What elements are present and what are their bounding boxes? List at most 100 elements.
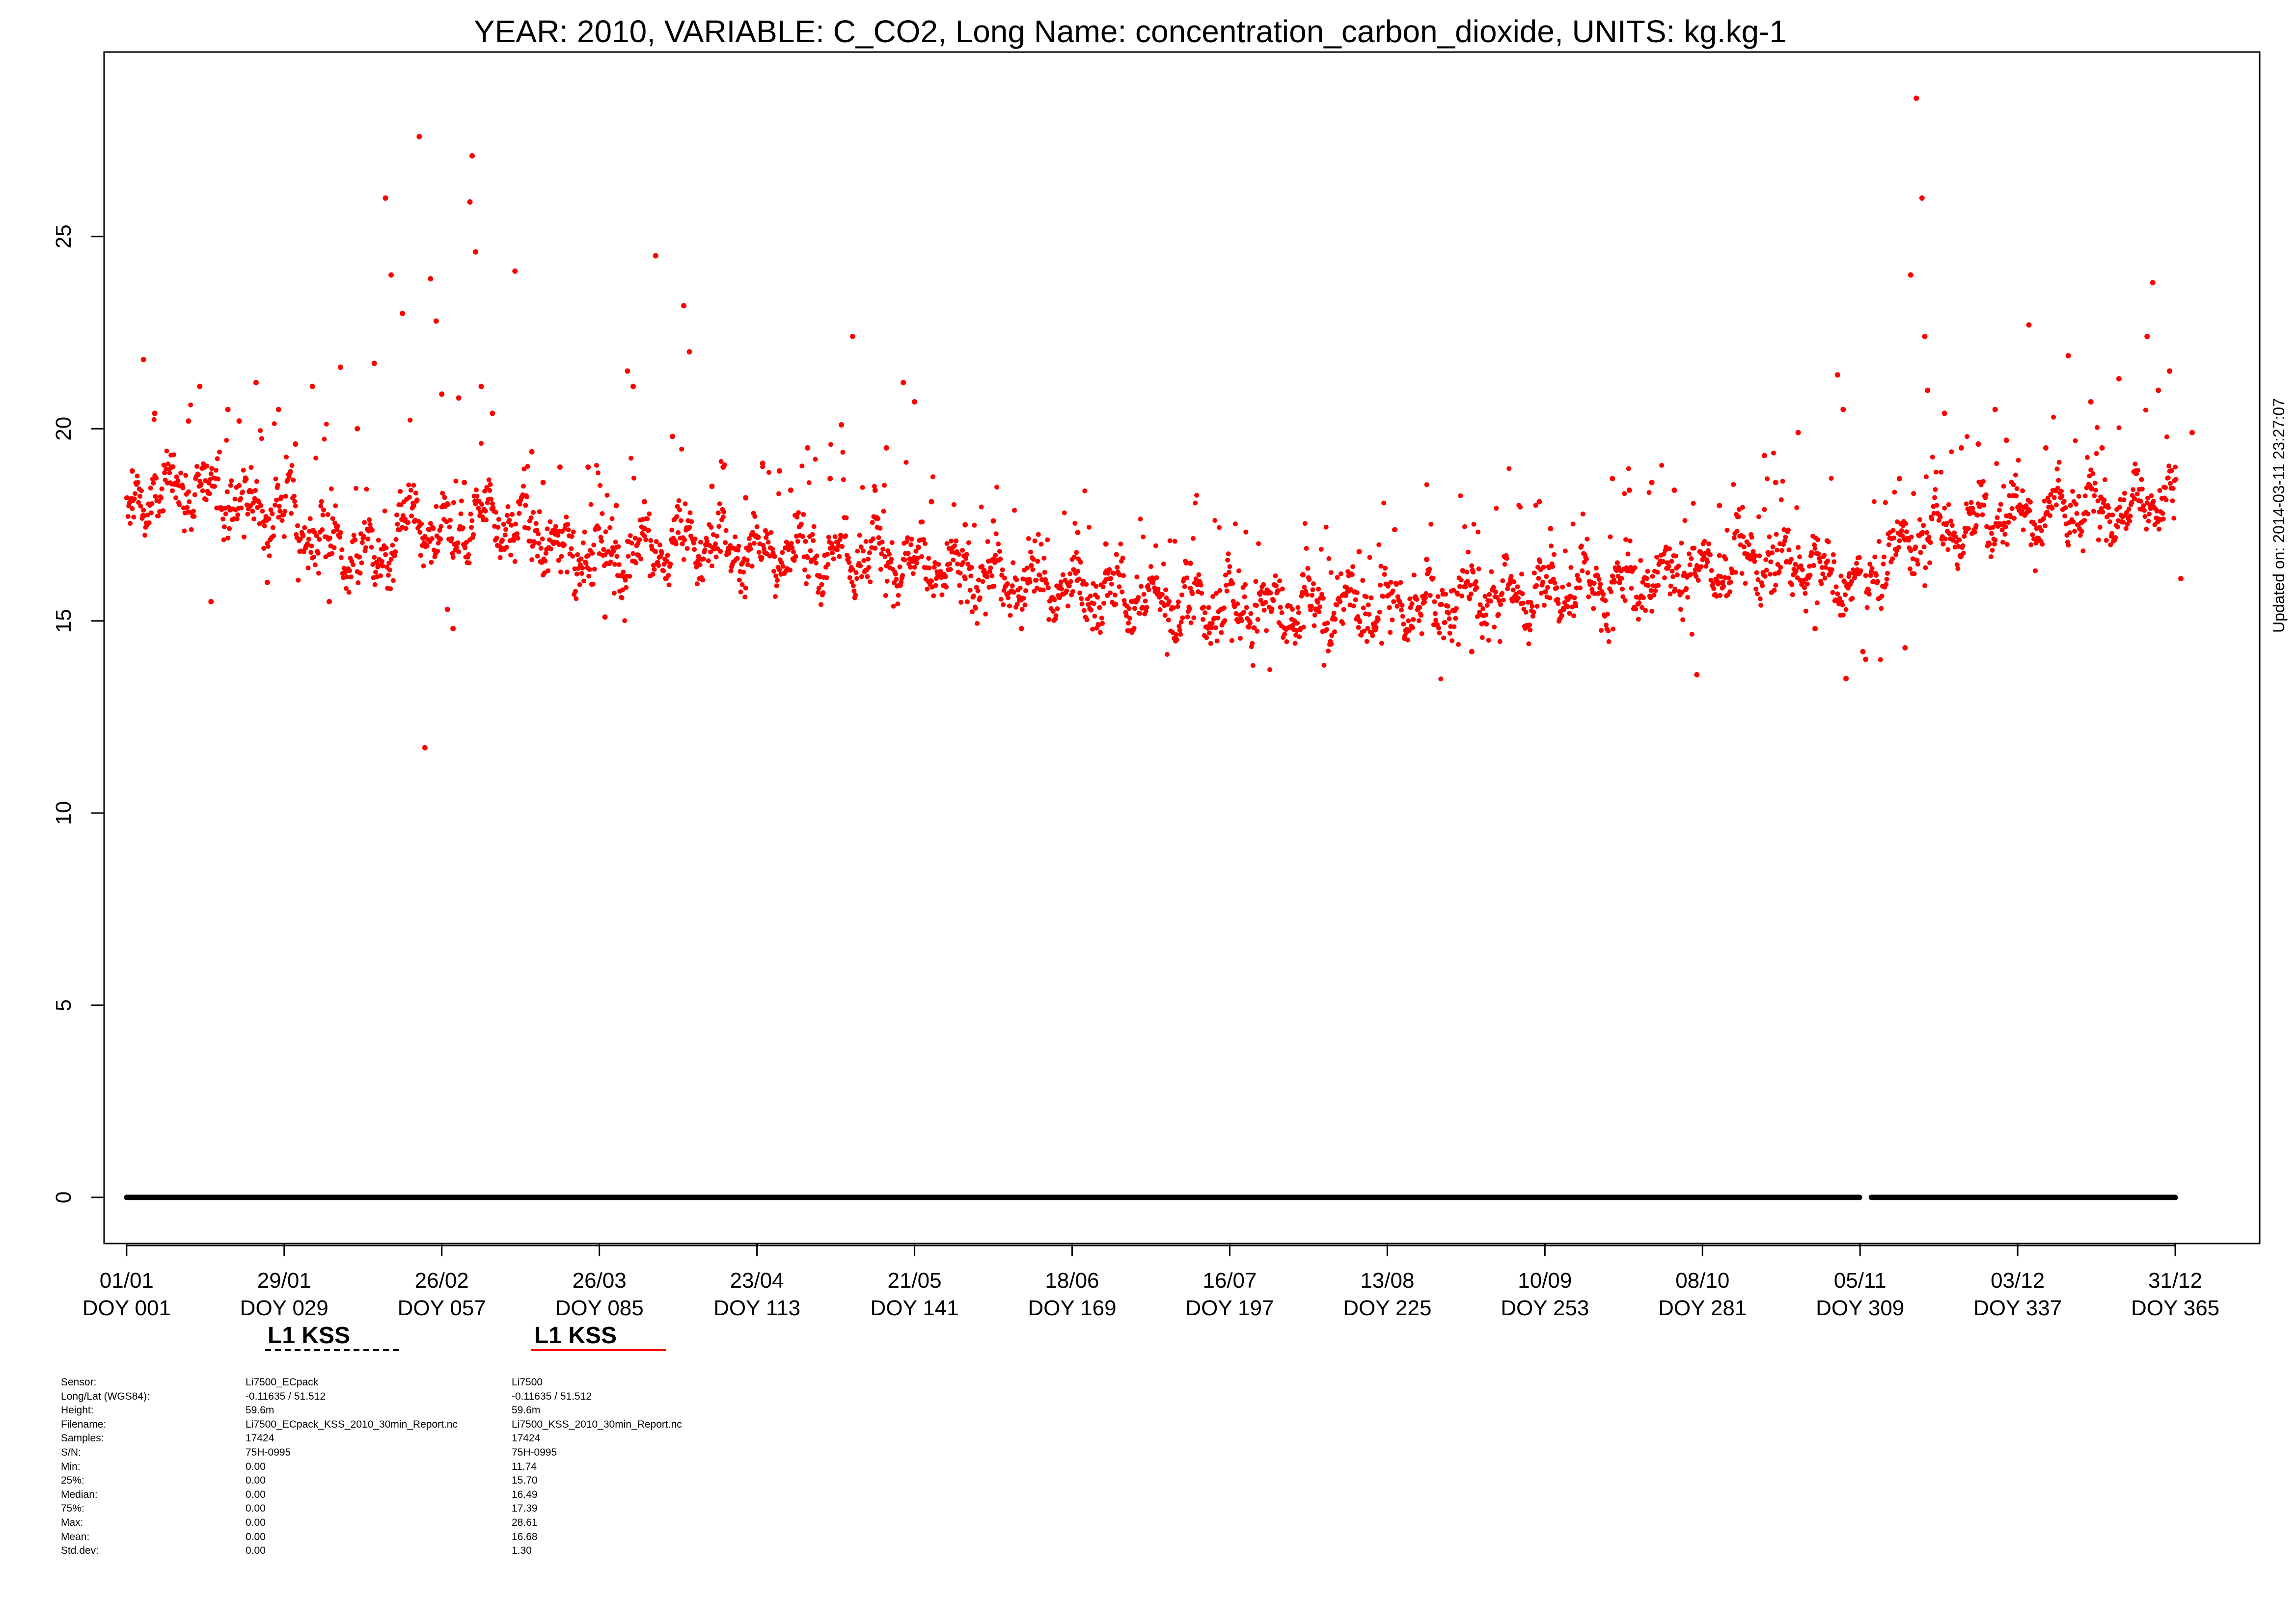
data-point-spike (962, 522, 968, 528)
data-point-spike (990, 518, 996, 524)
meta-label: Std.dev: (61, 1545, 99, 1557)
data-point-spike (399, 310, 405, 316)
data-point-spike (186, 418, 191, 424)
data-point-spike (1908, 272, 1913, 278)
data-point-spike (388, 272, 394, 278)
data-point-spike (197, 383, 203, 389)
data-point-spike (630, 383, 636, 389)
data-point-spike (337, 364, 343, 370)
meta-value: 0.00 (246, 1531, 266, 1543)
data-point-spike (641, 499, 647, 505)
data-point-spike (2099, 445, 2105, 451)
data-point-spike (1075, 530, 1081, 536)
x-tick-doy-label: DOY 253 (1501, 1296, 1589, 1320)
x-tick-date-label: 05/11 (1834, 1269, 1886, 1293)
data-point-spike (462, 480, 467, 486)
data-point-spike (849, 333, 855, 339)
meta-value: 17424 (512, 1433, 541, 1444)
meta-value: 16.68 (512, 1531, 538, 1543)
data-point-spike (439, 391, 445, 397)
data-point-spike (602, 614, 608, 620)
x-tick-doy-label: DOY 029 (240, 1296, 328, 1320)
data-point-spike (2088, 399, 2094, 405)
x-tick-date-label: 01/01 (100, 1269, 154, 1293)
x-tick-date-label: 18/06 (1045, 1269, 1099, 1293)
plot-area-frame (103, 51, 2261, 1245)
x-tick-date-label: 16/07 (1203, 1269, 1257, 1293)
meta-value: -0.11635 / 51.512 (246, 1390, 326, 1402)
data-point-spike (1356, 549, 1362, 555)
metadata-column-ecpack: Li7500_ECpack -0.11635 / 51.512 59.6m Li… (246, 1376, 458, 1558)
data-point-spike (2167, 368, 2173, 374)
x-tick-date-label: 23/04 (730, 1269, 784, 1293)
x-tick-date-label: 26/03 (573, 1269, 627, 1293)
meta-value: 59.6m (512, 1405, 541, 1416)
data-point-spike (1925, 387, 1931, 393)
x-tick-date-label: 13/08 (1360, 1269, 1414, 1293)
data-point-spike (1860, 649, 1866, 654)
x-tick-doy-label: DOY 225 (1343, 1296, 1431, 1320)
data-point-spike (1018, 625, 1024, 631)
data-point-spike (1469, 649, 1475, 654)
legend-label-ecpack: L1 KSS (268, 1323, 350, 1349)
x-tick-doy-label: DOY 197 (1185, 1296, 1274, 1320)
meta-value: 0.00 (246, 1545, 266, 1557)
data-point-spike (1812, 625, 1818, 631)
data-point-spike (1773, 480, 1778, 486)
data-point-spike (2003, 437, 2009, 443)
data-point-spike (912, 399, 918, 405)
data-point-spike (416, 134, 422, 139)
data-point-spike (1610, 476, 1615, 482)
legend-label-li7500: L1 KSS (534, 1323, 617, 1349)
data-point-spike (1919, 195, 1925, 201)
data-point-spike (776, 468, 782, 474)
chart-title: YEAR: 2010, VARIABLE: C_CO2, Long Name: … (474, 14, 1787, 49)
data-point-spike (805, 445, 811, 451)
y-axis: 0 5 10 15 20 25 (52, 224, 104, 1203)
data-point-spike (512, 268, 518, 274)
meta-value: Li7500_KSS_2010_30min_Report.nc (512, 1418, 682, 1430)
data-point-spike (2116, 376, 2122, 381)
data-point-spike (1424, 556, 1430, 562)
meta-label: Max: (61, 1516, 83, 1528)
data-point-spike (2178, 576, 2184, 582)
meta-value: 11.74 (512, 1461, 537, 1472)
data-point-spike (1328, 641, 1334, 647)
data-point-spike (585, 464, 591, 470)
y-tick-label: 25 (52, 224, 76, 248)
data-point-spike (1959, 445, 1965, 451)
meta-value: Li7500 (512, 1377, 543, 1388)
meta-label: 25%: (61, 1475, 84, 1487)
x-tick-doy-label: DOY 281 (1658, 1296, 1747, 1320)
data-point-spike (1300, 572, 1306, 578)
data-point-spike (456, 395, 462, 401)
x-tick-doy-label: DOY 309 (1816, 1296, 1904, 1320)
data-point-spike (371, 360, 377, 366)
x-tick-date-label: 29/01 (257, 1269, 311, 1293)
meta-value: 0.00 (246, 1503, 266, 1515)
x-tick-doy-label: DOY 113 (713, 1296, 800, 1320)
x-tick-doy-label: DOY 001 (82, 1296, 171, 1320)
data-point-spike (383, 195, 388, 201)
y-tick-label: 0 (52, 1191, 76, 1203)
meta-value: 59.6m (246, 1405, 274, 1416)
data-point-spike (929, 499, 934, 505)
meta-value: 17424 (246, 1433, 274, 1444)
data-point-spike (743, 495, 749, 501)
meta-value: 15.70 (512, 1475, 538, 1487)
data-point-spike (1941, 410, 1947, 416)
metadata-labels: Sensor: Long/Lat (WGS84): Height: Filena… (61, 1376, 150, 1558)
meta-value: 16.49 (512, 1489, 538, 1500)
updated-timestamp: Updated on: 2014-03-11 23:27:07 (2270, 398, 2288, 633)
meta-value: 0.00 (246, 1461, 266, 1472)
meta-value: 0.00 (246, 1489, 266, 1500)
data-point-spike (1913, 95, 1919, 101)
data-point-spike (326, 599, 332, 605)
data-point-spike (681, 303, 687, 309)
metadata-column-li7500: Li7500 -0.11635 / 51.512 59.6m Li7500_KS… (512, 1376, 682, 1558)
meta-value: 75H-0995 (246, 1446, 291, 1458)
data-point-spike (490, 410, 495, 416)
data-point-spike (208, 599, 214, 605)
data-point-spike (253, 379, 259, 385)
data-point-spike (827, 476, 833, 482)
